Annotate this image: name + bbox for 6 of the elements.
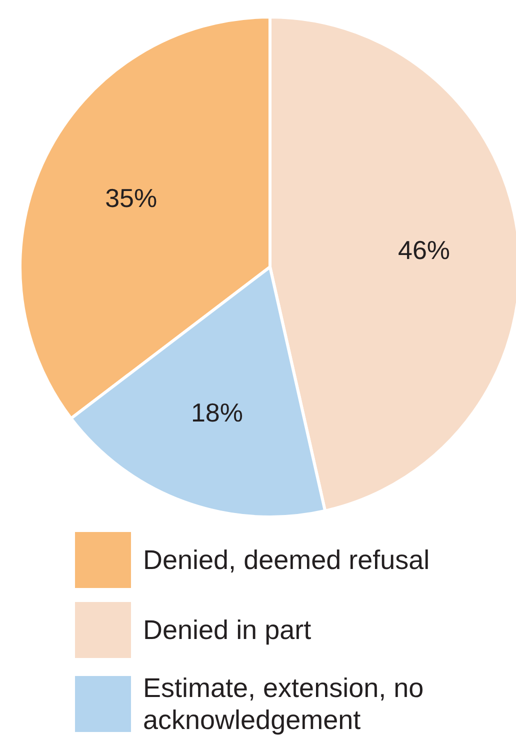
legend-label: Denied in part	[143, 614, 312, 646]
legend-label: Estimate, extension, no acknowledgement	[143, 672, 425, 736]
data-label: 18%	[190, 398, 244, 428]
legend-label: Denied, deemed refusal	[143, 544, 431, 576]
data-label: 46%	[398, 234, 450, 265]
data-label: 35%	[105, 183, 158, 214]
